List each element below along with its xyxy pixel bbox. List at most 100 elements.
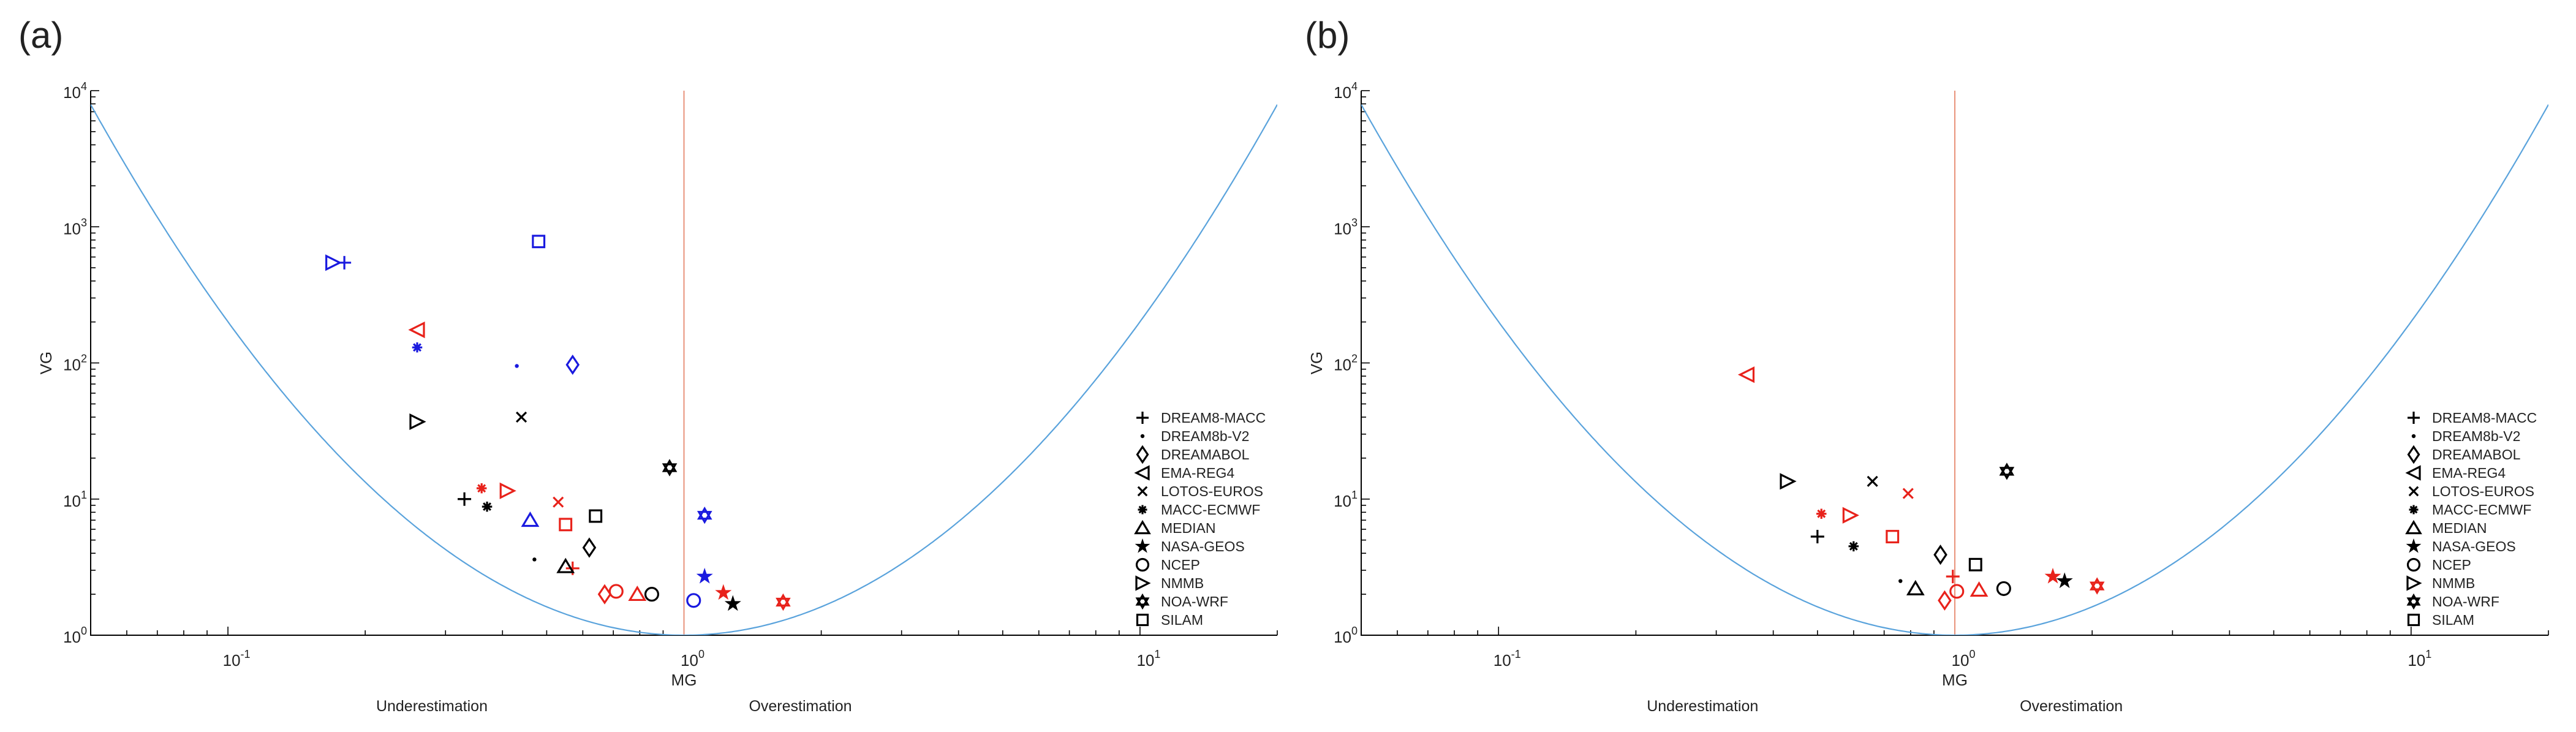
data-point-nmmb [499, 482, 516, 499]
legend-marker-silam [1136, 613, 1149, 627]
legend-marker-nmmb [1135, 575, 1151, 591]
overestimation-label: Overestimation [2020, 698, 2123, 715]
data-point-nasa-geos [696, 567, 713, 584]
legend-label: DREAM8b-V2 [2432, 428, 2520, 444]
data-point-noa-wrf [776, 597, 791, 611]
data-point-nmmb [1842, 507, 1859, 524]
overestimation-label: Overestimation [749, 698, 852, 715]
legend-marker-median [2405, 519, 2422, 535]
data-point-nasa-geos [2044, 567, 2061, 584]
data-point-dream8-macc [1810, 530, 1824, 544]
data-point-noa-wrf [2089, 581, 2105, 595]
y-tick-label: 103 [1334, 216, 1358, 238]
data-point-silam [1968, 557, 1982, 572]
data-point-nasa-geos [715, 584, 732, 600]
data-points [325, 235, 791, 611]
reference-curve [1361, 104, 2548, 635]
legend-marker-dream8-macc [2408, 412, 2420, 424]
y-tick-label: 100 [1334, 625, 1358, 646]
x-tick-label: 100 [1952, 648, 1976, 670]
x-axis-label: MG [671, 671, 697, 689]
legend-marker-dreamabol [2407, 445, 2420, 464]
data-point-dreamabol [597, 584, 612, 605]
data-point-ncep [1996, 581, 2011, 596]
data-point-ema-reg4 [1737, 366, 1755, 383]
legend-label: MACC-ECMWF [1161, 502, 1260, 518]
legend-marker-ncep [1135, 557, 1150, 572]
data-point-macc-ecmwf [1848, 541, 1859, 552]
legend-marker-dreamabol [1136, 445, 1149, 464]
data-point-median [1906, 579, 1925, 595]
data-point-median [556, 557, 575, 573]
data-point-noa-wrf [776, 593, 791, 607]
legend-marker-nasa-geos [2406, 538, 2422, 553]
data-point-lotos-euros [553, 496, 564, 508]
data-point-noa-wrf [662, 459, 678, 472]
x-tick-label: 100 [681, 648, 704, 670]
legend-marker-macc-ecmwf [2409, 505, 2419, 515]
data-point-macc-ecmwf [482, 501, 493, 512]
data-point-dreamabol [582, 537, 597, 558]
data-point-noa-wrf [2089, 577, 2105, 591]
legend-marker-dream8b-v2 [1140, 434, 1145, 439]
legend-marker-ema-reg4 [1134, 465, 1150, 481]
data-point-dream8b-v2 [515, 364, 519, 368]
legend-label: NASA-GEOS [1161, 538, 1245, 554]
legend-marker-dream8b-v2 [2411, 434, 2416, 439]
y-tick-label: 102 [63, 353, 87, 374]
legend-marker-nmmb [2406, 575, 2422, 591]
data-point-noa-wrf [697, 511, 712, 524]
data-point-dreamabol [1938, 590, 1952, 611]
data-point-macc-ecmwf [476, 483, 487, 494]
data-point-silam [559, 518, 573, 532]
legend-label: SILAM [1161, 612, 1203, 628]
data-point-lotos-euros [1867, 475, 1878, 487]
legend-label: NASA-GEOS [2432, 538, 2516, 554]
chart-panel-b: (b) 10-1 100 101 100 101 102 103 104 MG VG Underest… [1305, 15, 2549, 715]
data-point-dream8-macc [1946, 570, 1960, 584]
chart-panel-a: (a) 10-1 100 101 100 101 102 103 104 MG VG Underest… [18, 15, 1278, 715]
data-points [1737, 366, 2105, 611]
y-tick-label: 101 [1334, 489, 1358, 510]
data-point-nmmb [325, 254, 342, 271]
y-tick-label: 103 [63, 216, 87, 238]
data-point-ncep [644, 587, 660, 602]
data-point-ncep [608, 584, 624, 599]
x-tick-label: 101 [1136, 648, 1160, 670]
y-tick-label: 100 [63, 625, 87, 646]
legend: DREAM8-MACC DREAM8b-V2 DREAMABOL EMA-REG4 LO… [1134, 410, 1266, 628]
data-point-dream8b-v2 [1898, 579, 1903, 583]
underestimation-label: Underestimation [376, 698, 488, 715]
legend-label: DREAM8-MACC [2432, 410, 2537, 426]
legend-label: NMMB [2432, 575, 2475, 591]
legend-marker-noa-wrf [1135, 597, 1150, 610]
legend-label: MEDIAN [2432, 520, 2487, 536]
legend-marker-lotos-euros [1137, 486, 1148, 497]
legend-marker-noa-wrf [2406, 597, 2421, 610]
y-tick-label: 102 [1334, 353, 1358, 374]
y-tick-label: 104 [1334, 80, 1358, 102]
data-point-noa-wrf [697, 507, 712, 520]
data-point-lotos-euros [516, 411, 527, 423]
data-point-dreamabol [1933, 545, 1947, 565]
data-point-nasa-geos [724, 595, 741, 611]
legend-marker-macc-ecmwf [1138, 505, 1147, 515]
data-point-noa-wrf [1999, 462, 2015, 476]
data-point-silam [532, 235, 546, 249]
x-tick-label: 101 [2408, 648, 2431, 670]
data-point-noa-wrf [662, 463, 678, 477]
legend-marker-noa-wrf [1135, 593, 1150, 606]
data-point-ema-reg4 [408, 321, 425, 339]
legend-marker-ncep [2406, 557, 2421, 572]
legend-marker-median [1134, 519, 1151, 535]
legend-label: NCEP [2432, 557, 2471, 573]
underestimation-label: Underestimation [1647, 698, 1758, 715]
legend-label: DREAMABOL [2432, 447, 2521, 462]
legend: DREAM8-MACC DREAM8b-V2 DREAMABOL EMA-REG4 LO… [2405, 410, 2537, 628]
legend-label: DREAM8b-V2 [1161, 428, 1249, 444]
legend-label: NCEP [1161, 557, 1200, 573]
legend-label: LOTOS-EUROS [1161, 483, 1263, 499]
legend-label: NOA-WRF [2432, 594, 2499, 609]
x-tick-label: 10-1 [223, 648, 251, 670]
legend-label: DREAMABOL [1161, 447, 1250, 462]
